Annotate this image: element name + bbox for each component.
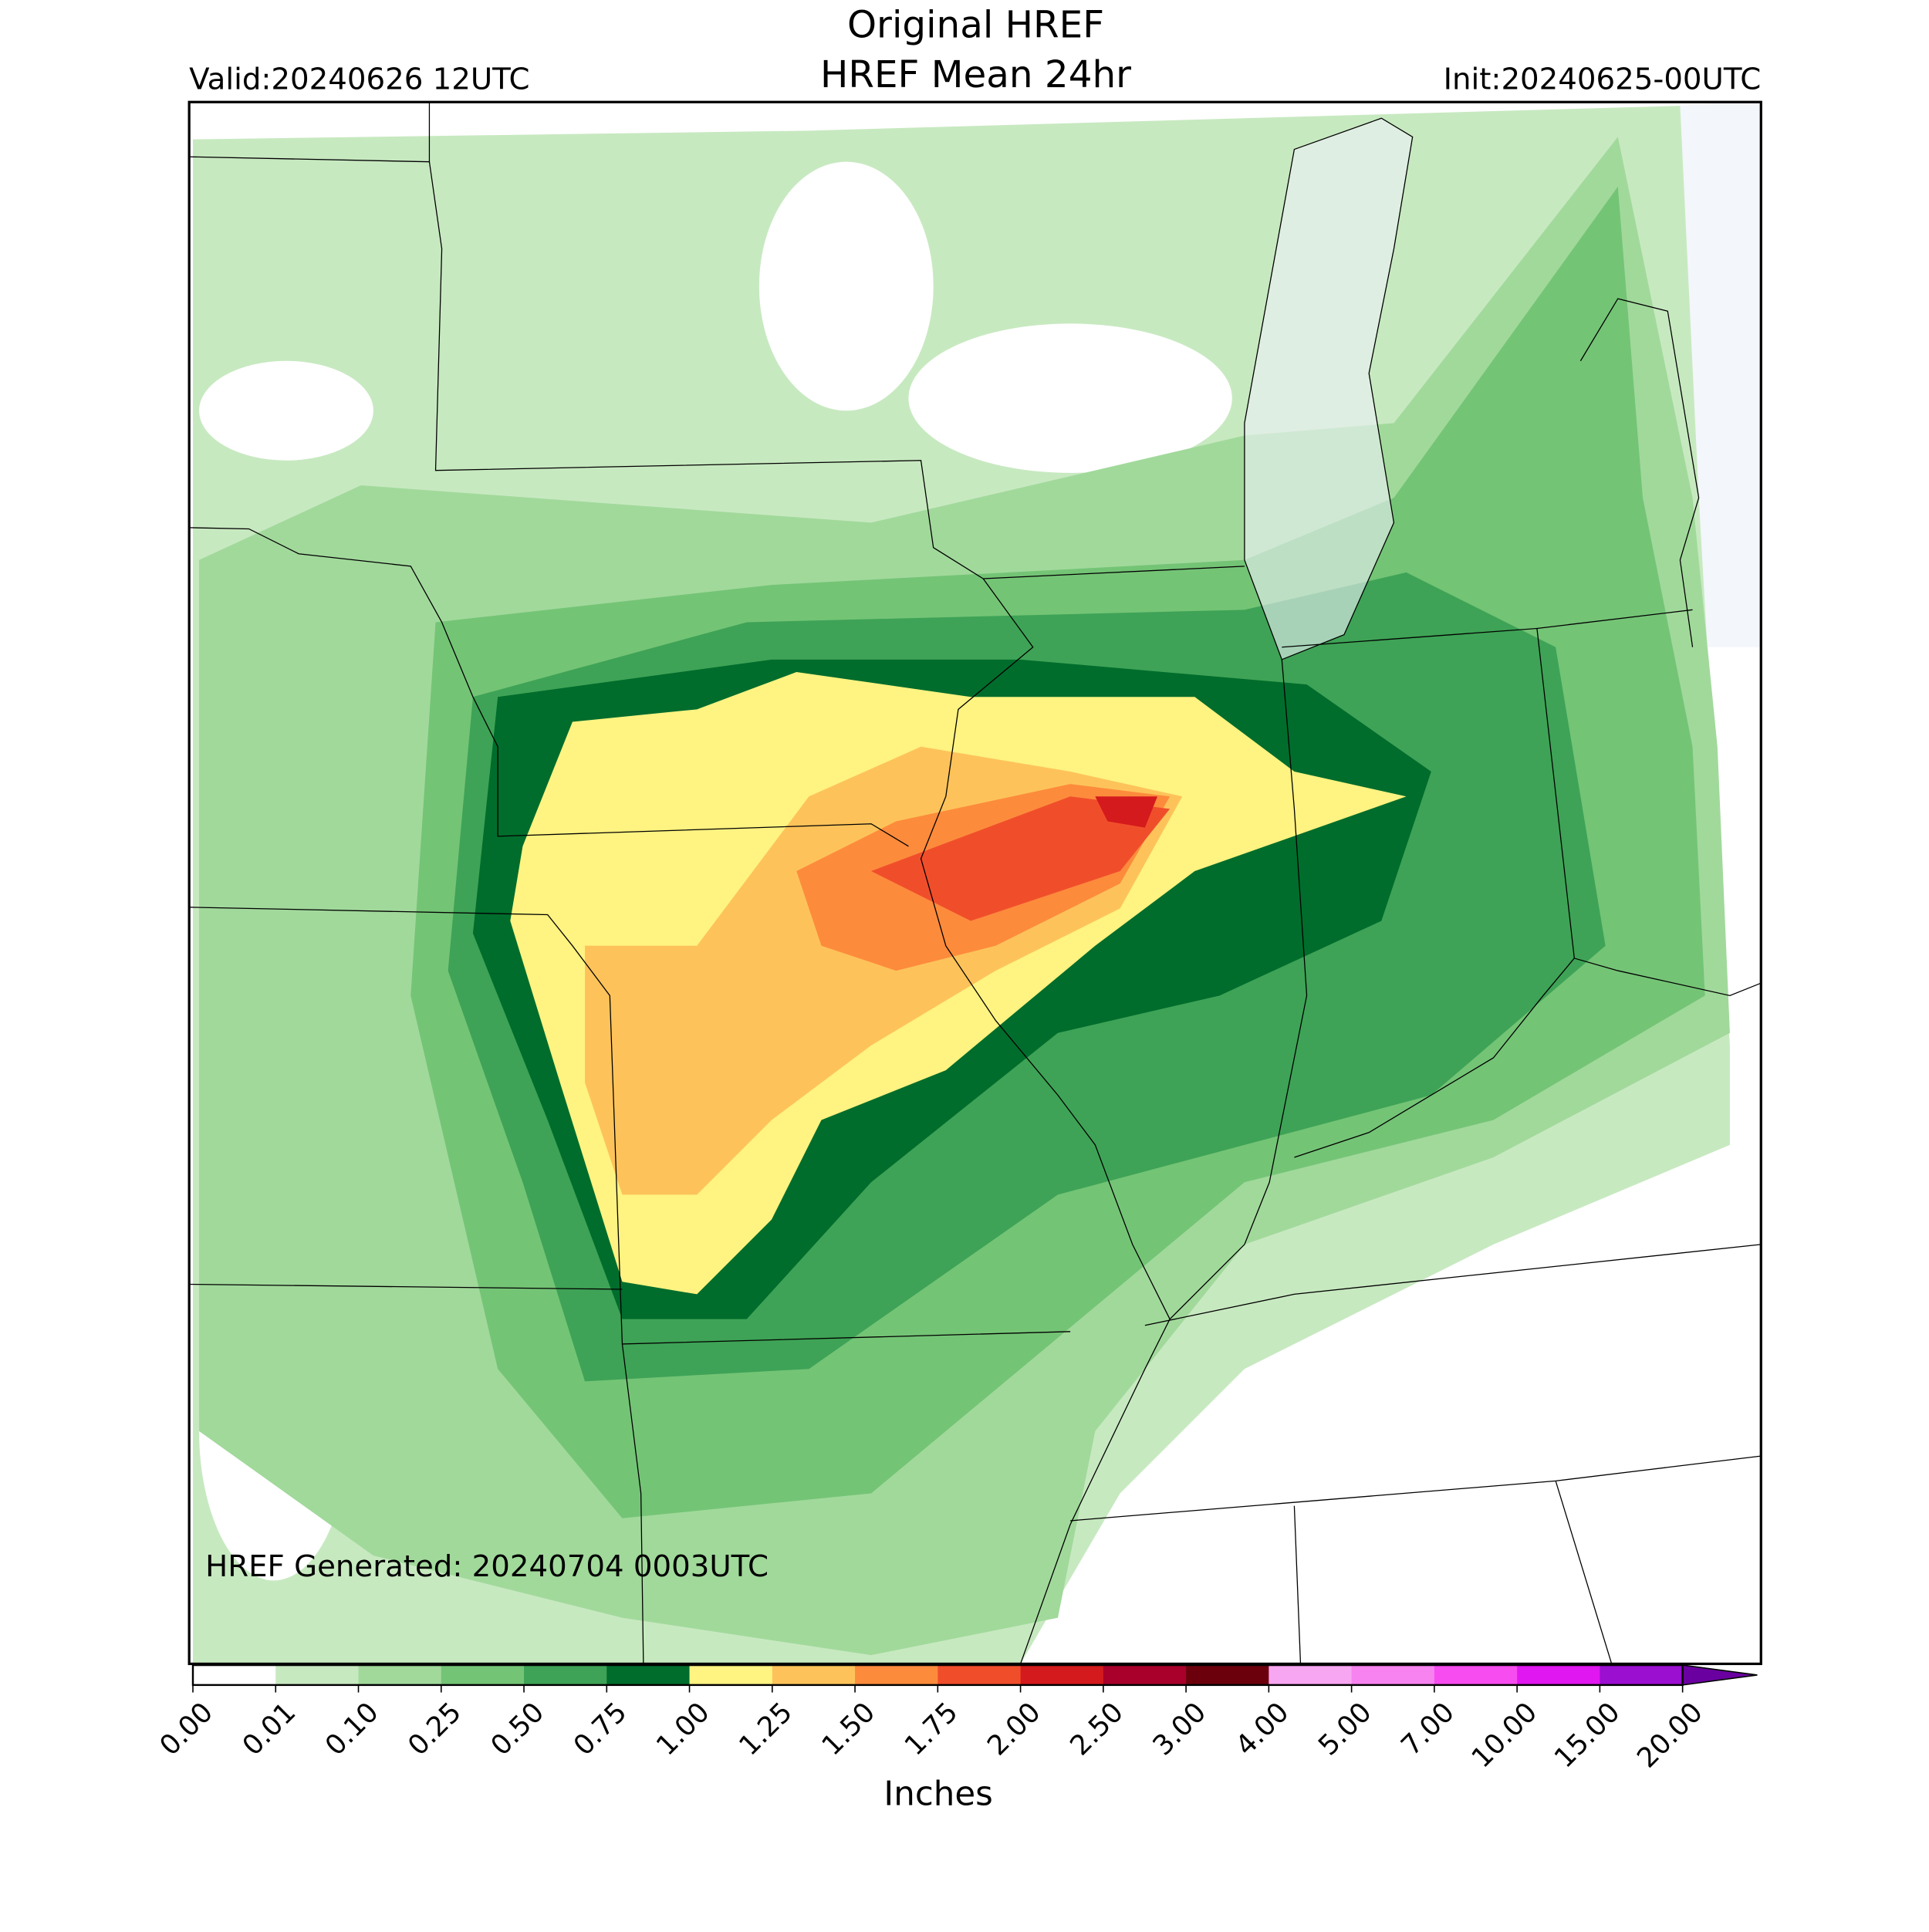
colorbar-bin — [772, 1665, 856, 1685]
colorbar-tick-label: 1.75 — [899, 1697, 964, 1762]
colorbar-frame — [191, 1663, 1684, 1687]
colorbar-tick-label: 5.00 — [1312, 1697, 1378, 1762]
subtitle: HREF Mean 24hr — [820, 53, 1131, 96]
generated-note: HREF Generated: 20240704 0003UTC — [205, 1549, 769, 1584]
colorbar-bin — [1600, 1665, 1684, 1685]
colorbar: 0.00 0.01 0.10 0.25 0.50 0.75 1.00 1.25 1.50 1.75… — [154, 1663, 1758, 1775]
colorbar-tick-label: 3.00 — [1147, 1697, 1212, 1762]
colorbar-tick-label: 0.01 — [237, 1697, 302, 1762]
colorbar-label: Inches — [883, 1775, 992, 1813]
colorbar-bin — [441, 1665, 525, 1685]
colorbar-bin — [1020, 1665, 1104, 1685]
colorbar-extend — [1681, 1664, 1758, 1686]
colorbar-bin — [193, 1665, 277, 1685]
colorbar-tick-label: 4.00 — [1230, 1697, 1296, 1762]
title: Original HREF — [847, 3, 1104, 46]
init-time: Init:20240625-00UTC — [1444, 62, 1762, 96]
colorbar-tick-label: 2.00 — [981, 1697, 1047, 1762]
colorbar-bin — [606, 1665, 691, 1685]
colorbar-bin — [1269, 1665, 1353, 1685]
colorbar-tick-label: 1.00 — [650, 1697, 716, 1762]
colorbar-tick-label: 2.50 — [1064, 1697, 1130, 1762]
colorbar-tick-label: 0.50 — [485, 1697, 550, 1762]
colorbar-bin — [855, 1665, 939, 1685]
colorbar-bin — [1103, 1665, 1187, 1685]
colorbar-bin — [689, 1665, 773, 1685]
colorbar-tick-label: 0.25 — [402, 1697, 468, 1762]
colorbar-tick-label: 1.25 — [733, 1697, 799, 1762]
valid-time: Valid:20240626 12UTC — [189, 62, 529, 96]
colorbar-bin — [358, 1665, 442, 1685]
colorbar-tick-label: 0.75 — [568, 1697, 633, 1762]
map: HREF Generated: 20240704 0003UTC — [187, 100, 1762, 1666]
colorbar-tick-label: 15.00 — [1549, 1697, 1627, 1775]
colorbar-bin — [524, 1665, 608, 1685]
colorbar-tick-label: 20.00 — [1631, 1697, 1709, 1775]
colorbar-tick-label: 0.00 — [154, 1697, 219, 1762]
colorbar-bin — [1517, 1665, 1601, 1685]
colorbar-bin — [275, 1665, 360, 1685]
colorbar-bin — [1351, 1665, 1435, 1685]
colorbar-bin — [1186, 1665, 1270, 1685]
colorbar-tick-label: 0.10 — [319, 1697, 385, 1762]
colorbar-bin — [1434, 1665, 1518, 1685]
colorbar-tick-label: 7.00 — [1395, 1697, 1461, 1762]
colorbar-tick-label: 1.50 — [816, 1697, 881, 1762]
colorbar-bin — [937, 1665, 1022, 1685]
colorbar-tick-label: 10.00 — [1465, 1697, 1543, 1775]
